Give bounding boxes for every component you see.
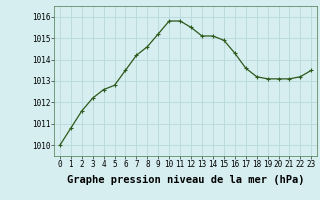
X-axis label: Graphe pression niveau de la mer (hPa): Graphe pression niveau de la mer (hPa) xyxy=(67,175,304,185)
